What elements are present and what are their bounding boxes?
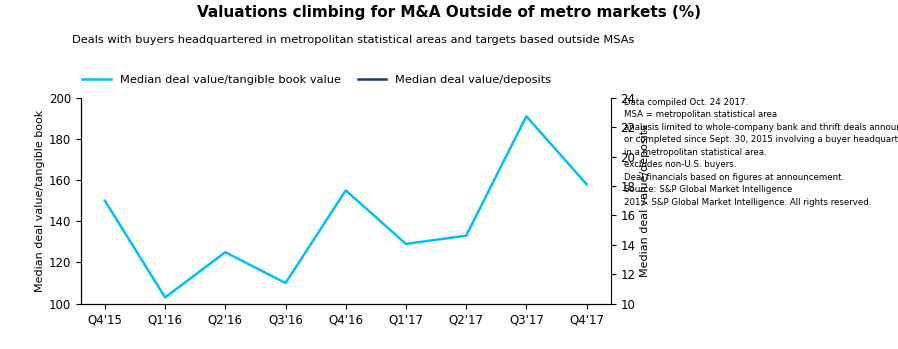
Median deal value/tangible book value — [521, 114, 532, 118]
Median deal value/tangible book value — [581, 182, 592, 186]
Median deal value/tangible book value — [340, 188, 351, 192]
Line: Median deal value/tangible book value: Median deal value/tangible book value — [105, 116, 586, 297]
Text: Deals with buyers headquartered in metropolitan statistical areas and targets ba: Deals with buyers headquartered in metro… — [72, 35, 634, 45]
Median deal value/tangible book value — [160, 295, 171, 299]
Median deal value/tangible book value — [461, 233, 471, 238]
Median deal value/tangible book value — [100, 199, 110, 203]
Y-axis label: Median deal value/tangible book: Median deal value/tangible book — [34, 110, 45, 292]
Median deal value/tangible book value — [220, 250, 231, 254]
Text: Valuations climbing for M&A Outside of metro markets (%): Valuations climbing for M&A Outside of m… — [197, 5, 701, 20]
Median deal value/tangible book value — [401, 242, 411, 246]
Text: Data compiled Oct. 24 2017.
MSA = metropolitan statistical area
analysis limited: Data compiled Oct. 24 2017. MSA = metrop… — [624, 98, 898, 207]
Y-axis label: Median deal value/deposits: Median deal value/deposits — [639, 124, 649, 277]
Legend: Median deal value/tangible book value, Median deal value/deposits: Median deal value/tangible book value, M… — [77, 70, 556, 89]
Median deal value/tangible book value — [280, 281, 291, 285]
